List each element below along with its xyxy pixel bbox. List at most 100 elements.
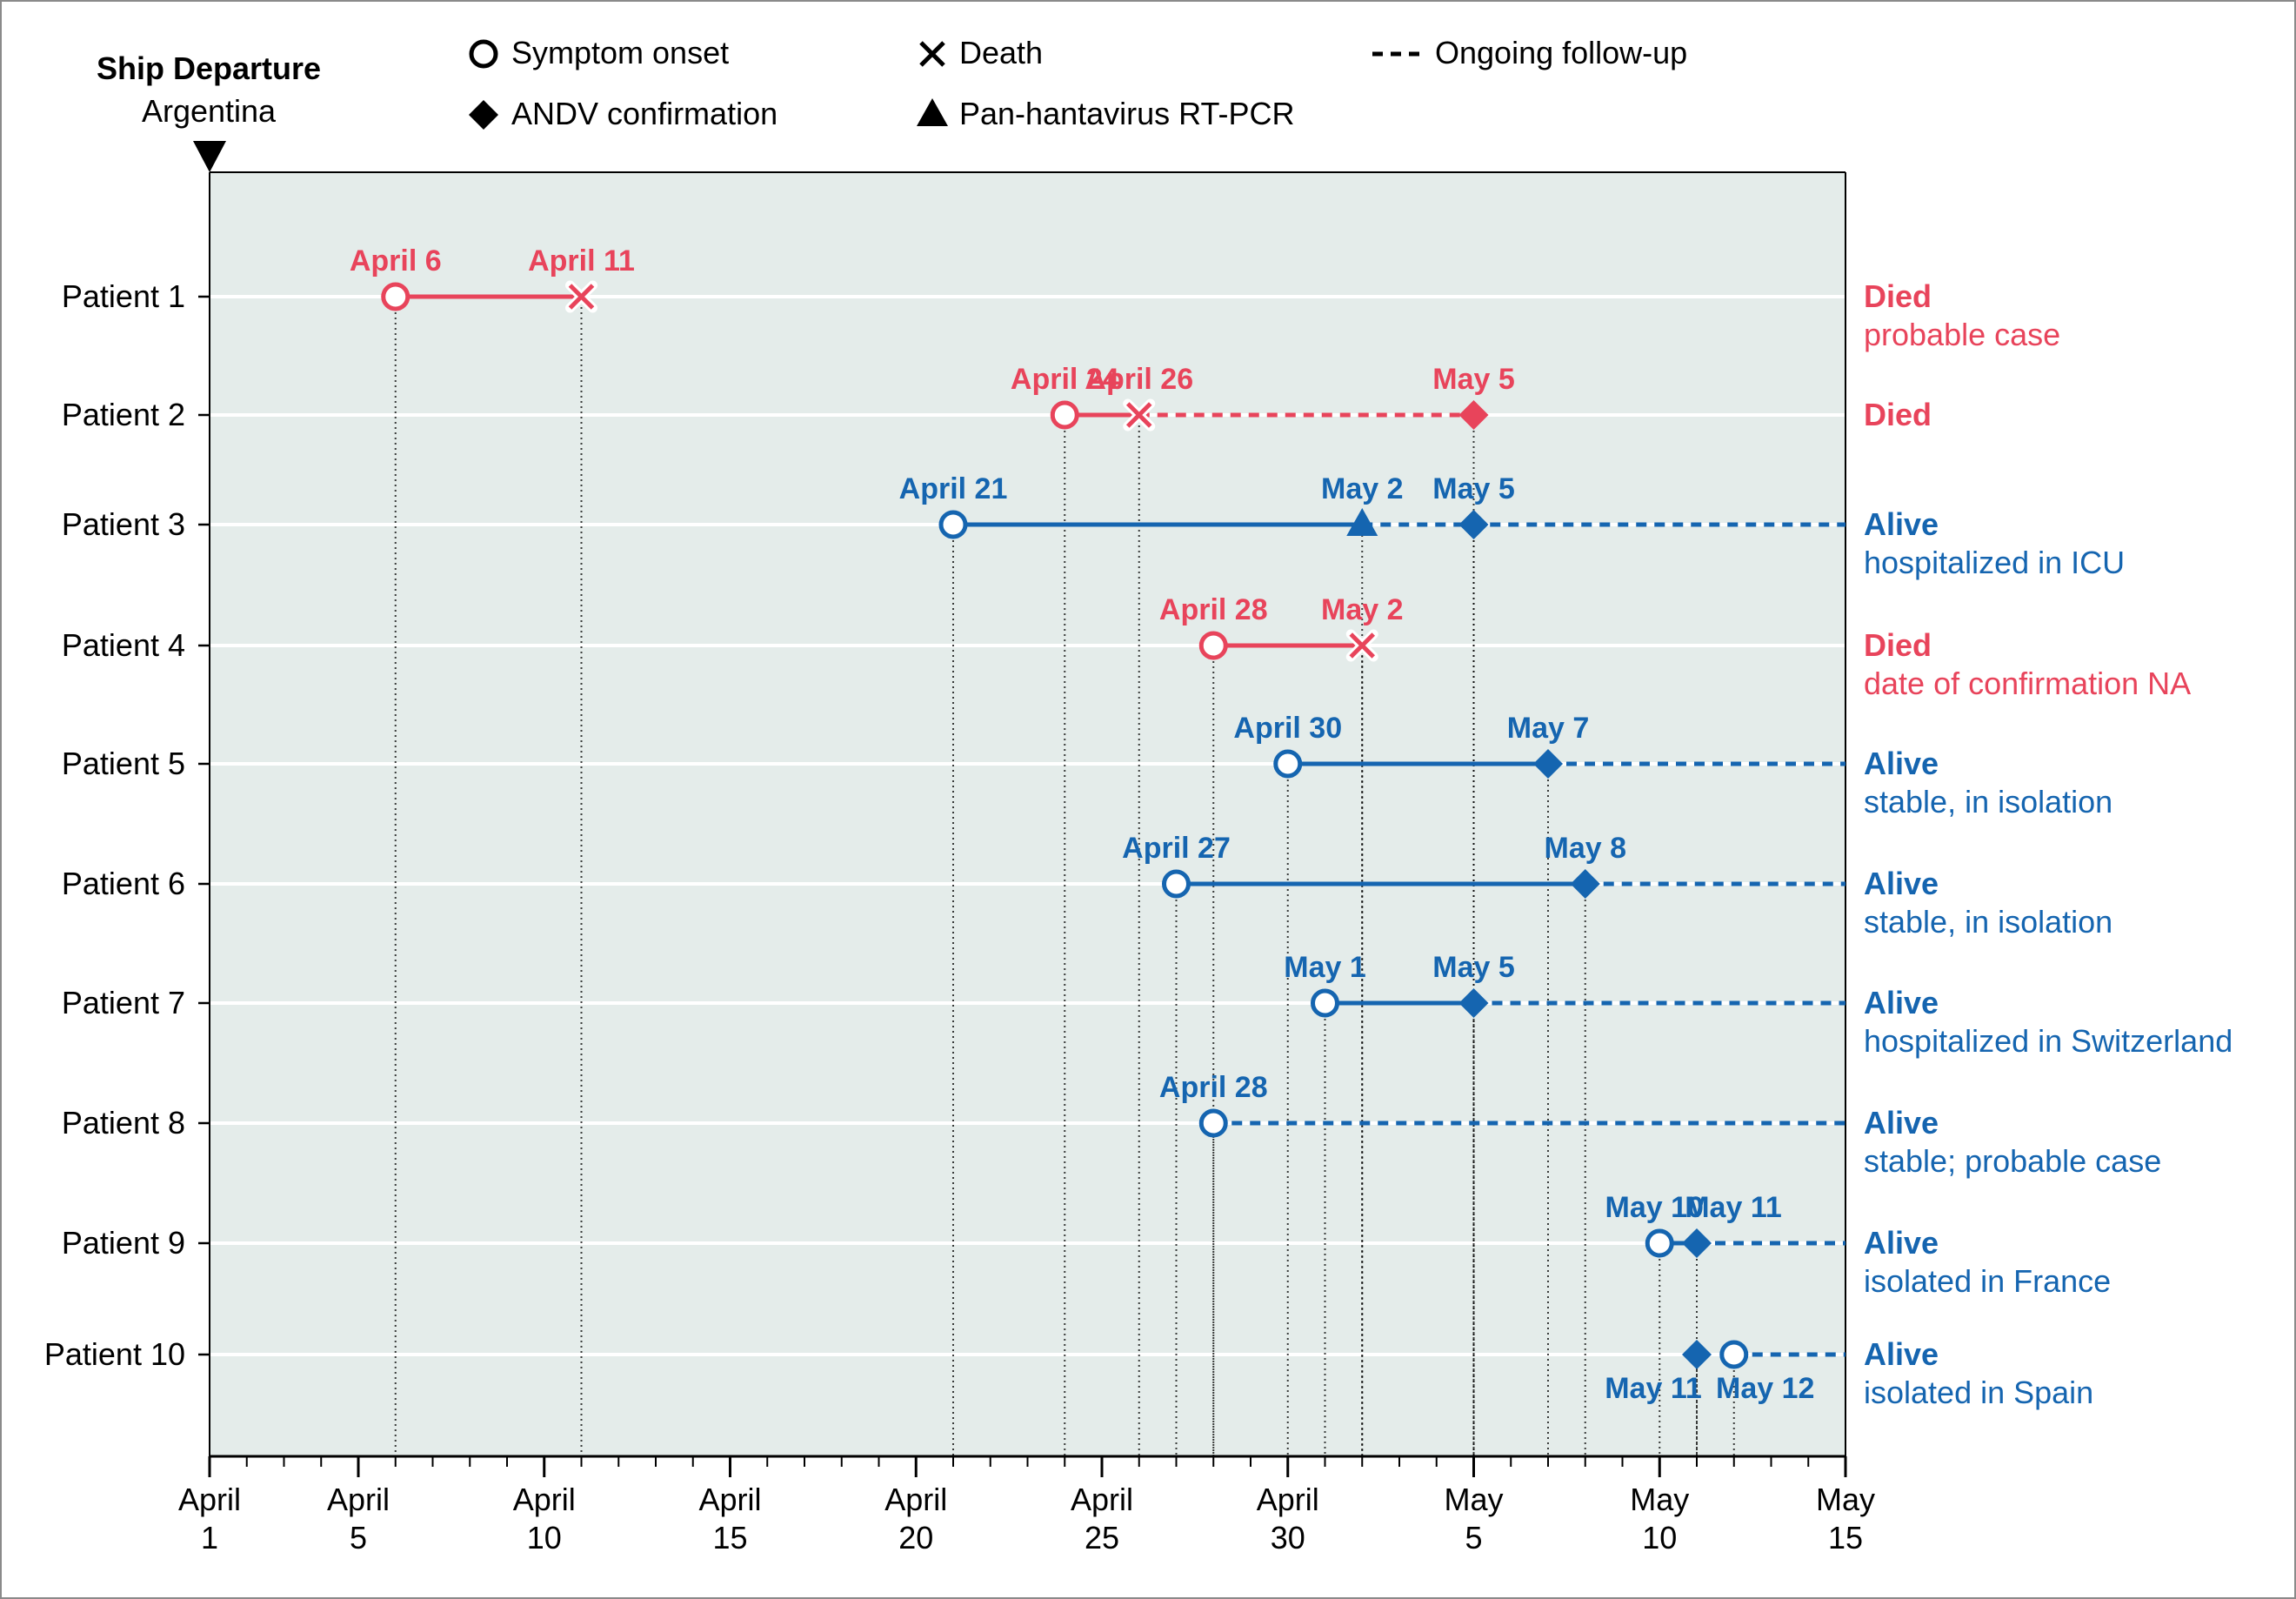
onset-marker xyxy=(1050,400,1079,430)
ship-departure-marker xyxy=(193,141,226,172)
x-tick-label-day: 15 xyxy=(1828,1520,1863,1556)
event-date-label: April 24 xyxy=(1011,363,1119,396)
x-tick-label-month: April xyxy=(327,1482,390,1517)
legend-ongoing-followup-label: Ongoing follow-up xyxy=(1435,35,1687,70)
event-date-label: April 21 xyxy=(899,472,1008,505)
andv-marker xyxy=(1682,1228,1712,1258)
patient-label: Patient 4 xyxy=(62,627,185,663)
patient-label: Patient 6 xyxy=(62,866,185,901)
x-tick-label-month: May xyxy=(1630,1482,1689,1517)
pcr-marker xyxy=(1346,508,1378,536)
onset-marker xyxy=(381,282,410,311)
andv-marker xyxy=(1570,869,1600,899)
x-tick-label-day: 25 xyxy=(1085,1520,1119,1556)
legend-death-icon xyxy=(916,37,949,70)
andv-marker xyxy=(1533,749,1563,779)
event-date-label: May 10 xyxy=(1605,1191,1704,1224)
event-date-label: May 12 xyxy=(1716,1372,1814,1405)
event-date-label: April 27 xyxy=(1122,832,1231,865)
x-tick-label-month: April xyxy=(698,1482,761,1517)
event-date-label: May 5 xyxy=(1432,363,1515,396)
death-marker xyxy=(565,280,597,313)
x-tick-label-month: April xyxy=(1257,1482,1319,1517)
event-date-label: May 5 xyxy=(1432,951,1515,984)
andv-marker xyxy=(1458,510,1489,539)
event-date-label: April 6 xyxy=(350,244,442,278)
outcome-note: probable case xyxy=(1864,317,2060,352)
event-date-label: May 1 xyxy=(1284,951,1366,984)
event-date-label: May 5 xyxy=(1432,472,1515,505)
outcome-status: Died xyxy=(1864,627,1932,663)
patient-label: Patient 10 xyxy=(44,1336,185,1372)
outcome-note: stable; probable case xyxy=(1864,1143,2161,1179)
outcome-note: hospitalized in Switzerland xyxy=(1864,1023,2233,1059)
patient-label: Patient 7 xyxy=(62,985,185,1020)
ship-departure-subtitle: Argentina xyxy=(142,93,277,129)
outcome-note: stable, in isolation xyxy=(1864,904,2112,940)
outcome-note: hospitalized in ICU xyxy=(1864,545,2125,580)
outcome-note: isolated in France xyxy=(1864,1263,2111,1299)
x-tick-label-day: 15 xyxy=(712,1520,747,1556)
death-marker xyxy=(1123,398,1156,432)
x-tick-label-day: 10 xyxy=(527,1520,562,1556)
event-date-label: May 8 xyxy=(1545,832,1627,865)
event-date-label: April 28 xyxy=(1159,1071,1268,1104)
onset-marker xyxy=(1273,749,1303,779)
patient-label: Patient 3 xyxy=(62,506,185,542)
x-tick-label-day: 5 xyxy=(350,1520,367,1556)
outcome-status: Alive xyxy=(1864,1105,1939,1141)
outcome-status: Alive xyxy=(1864,1336,1939,1372)
x-tick-label-month: April xyxy=(1071,1482,1133,1517)
x-tick-label-month: May xyxy=(1444,1482,1503,1517)
legend-symptom-onset-icon xyxy=(469,39,498,69)
onset-marker xyxy=(1645,1228,1674,1258)
andv-marker xyxy=(1682,1340,1712,1369)
outcome-status: Died xyxy=(1864,397,1932,432)
andv-marker xyxy=(1458,400,1489,430)
outcome-status: Alive xyxy=(1864,506,1939,542)
x-tick-label-day: 30 xyxy=(1271,1520,1305,1556)
x-tick-label-day: 5 xyxy=(1465,1520,1482,1556)
death-marker-cross xyxy=(1349,632,1376,659)
onset-marker xyxy=(938,510,968,539)
x-tick-label-day: 1 xyxy=(201,1520,218,1556)
x-tick-label-month: May xyxy=(1816,1482,1875,1517)
event-date-label: April 11 xyxy=(528,244,635,278)
outcome-status: Alive xyxy=(1864,985,1939,1020)
patient-label: Patient 1 xyxy=(62,278,185,314)
death-marker-cross xyxy=(1125,402,1152,428)
legend-andv-icon xyxy=(469,100,498,130)
event-date-label: April 28 xyxy=(1159,593,1268,626)
patient-label: Patient 9 xyxy=(62,1225,185,1261)
event-date-label: May 11 xyxy=(1605,1372,1702,1405)
outcome-note: date of confirmation NA xyxy=(1864,666,2191,701)
patient-label: Patient 8 xyxy=(62,1105,185,1141)
legend-symptom-onset-label: Symptom onset xyxy=(511,35,729,70)
onset-marker xyxy=(1198,631,1228,660)
outcome-note: isolated in Spain xyxy=(1864,1375,2093,1410)
legend: Symptom onset Death Ongoing follow-up ANDV … xyxy=(469,35,1687,131)
death-marker xyxy=(1345,629,1378,662)
onset-marker xyxy=(1162,869,1191,899)
event-date-label: May 2 xyxy=(1321,472,1404,505)
andv-marker xyxy=(1458,988,1489,1018)
outcome-note: stable, in isolation xyxy=(1864,784,2112,820)
outcome-status: Alive xyxy=(1864,746,1939,781)
patient-label: Patient 5 xyxy=(62,746,185,781)
onset-marker xyxy=(1311,988,1339,1018)
outcome-status: Died xyxy=(1864,278,1932,314)
patient-label: Patient 2 xyxy=(62,397,185,432)
legend-pcr-label: Pan-hantavirus RT-PCR xyxy=(959,96,1295,131)
event-date-label: May 11 xyxy=(1685,1191,1782,1224)
death-marker-cross xyxy=(568,284,595,310)
legend-pcr-icon xyxy=(917,98,948,126)
onset-marker xyxy=(1719,1340,1749,1369)
